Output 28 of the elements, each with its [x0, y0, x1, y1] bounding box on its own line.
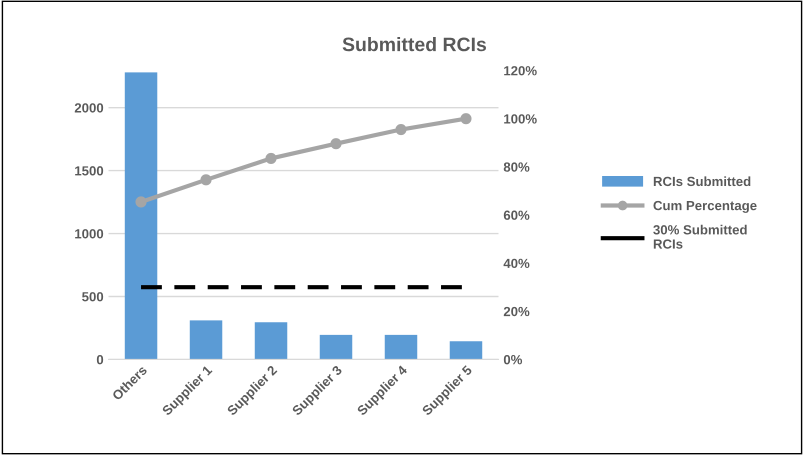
bar — [450, 341, 482, 360]
y-tick-label: 1500 — [75, 166, 104, 176]
y-tick-label: 1000 — [75, 229, 104, 238]
point — [200, 174, 212, 186]
y2-tick-label: 60% — [504, 210, 530, 220]
bar — [124, 72, 158, 360]
y2-tick-label: 120% — [504, 66, 537, 76]
legend-label: RCIs Submitted — [654, 176, 750, 186]
point — [330, 138, 342, 150]
point — [135, 196, 147, 208]
bar — [190, 320, 222, 360]
y-tick-label: 0 — [96, 355, 104, 364]
point — [265, 152, 277, 164]
y2-tick-label: 100% — [504, 114, 537, 124]
bar — [254, 322, 288, 360]
chart-title: Submitted RCIs — [342, 36, 486, 52]
y2-tick-label: 40% — [504, 258, 530, 268]
y-tick-label: 2000 — [74, 103, 104, 113]
bar — [384, 334, 418, 360]
legend-label: 30% Submitted RCIs — [653, 224, 747, 249]
y2-tick-label: 80% — [504, 162, 530, 172]
y2-tick-label: 0% — [504, 355, 522, 364]
legend-label: Cum Percentage — [653, 200, 757, 213]
y-tick-label: 500 — [82, 292, 104, 302]
point — [460, 113, 472, 124]
point — [395, 124, 407, 136]
y2-tick-label: 20% — [504, 306, 530, 316]
bar — [320, 334, 352, 360]
